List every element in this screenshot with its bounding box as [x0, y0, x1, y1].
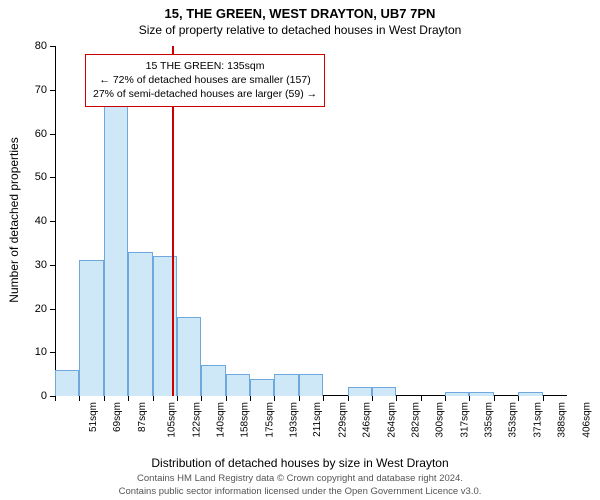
chart-plot-area: 0102030405060708051sqm69sqm87sqm105sqm12… [55, 46, 567, 396]
x-tick-label: 388sqm [557, 402, 568, 438]
x-tick-label: 353sqm [508, 402, 519, 438]
x-tick-label: 69sqm [112, 402, 123, 432]
histogram-bar [299, 374, 323, 396]
x-tick-label: 51sqm [88, 402, 99, 432]
histogram-bar [348, 387, 372, 396]
y-tick-label: 20 [35, 303, 47, 315]
histogram-bar [104, 103, 128, 396]
y-axis-title: Number of detached properties [7, 137, 21, 302]
x-tick [372, 396, 373, 401]
x-tick [543, 396, 544, 401]
x-tick [469, 396, 470, 401]
histogram-bar [226, 374, 250, 396]
annotation-line-3: 27% of semi-detached houses are larger (… [93, 87, 317, 101]
footer-attribution: Contains HM Land Registry data © Crown c… [0, 473, 600, 498]
histogram-bar [177, 317, 201, 396]
x-tick [104, 396, 105, 401]
x-tick [421, 396, 422, 401]
histogram-bar [372, 387, 396, 396]
x-tick-label: 122sqm [191, 402, 202, 438]
x-tick [250, 396, 251, 401]
y-tick [50, 46, 55, 47]
x-tick [55, 396, 56, 401]
x-tick-label: 193sqm [289, 402, 300, 438]
x-tick-label: 264sqm [386, 402, 397, 438]
y-tick [50, 265, 55, 266]
y-tick [50, 309, 55, 310]
x-tick [79, 396, 80, 401]
x-tick [153, 396, 154, 401]
histogram-bar [274, 374, 298, 396]
histogram-bar [201, 365, 225, 396]
x-tick-label: 406sqm [581, 402, 592, 438]
y-tick-label: 10 [35, 346, 47, 358]
x-tick-label: 140sqm [215, 402, 226, 438]
x-tick [177, 396, 178, 401]
x-tick [518, 396, 519, 401]
x-tick-label: 175sqm [264, 402, 275, 438]
y-tick [50, 352, 55, 353]
x-tick-label: 300sqm [435, 402, 446, 438]
x-tick [323, 396, 324, 401]
y-tick [50, 134, 55, 135]
y-tick [50, 177, 55, 178]
y-tick [50, 221, 55, 222]
footer-line-1: Contains HM Land Registry data © Crown c… [0, 473, 600, 485]
x-tick-label: 158sqm [240, 402, 251, 438]
histogram-bar [445, 392, 469, 396]
x-tick-label: 282sqm [411, 402, 422, 438]
x-tick-label: 211sqm [312, 402, 323, 437]
y-tick-label: 60 [35, 128, 47, 140]
x-tick-label: 246sqm [362, 402, 373, 438]
x-axis-title: Distribution of detached houses by size … [0, 456, 600, 470]
x-tick-label: 335sqm [484, 402, 495, 438]
x-tick [494, 396, 495, 401]
title-main: 15, THE GREEN, WEST DRAYTON, UB7 7PN [0, 6, 600, 21]
x-tick [226, 396, 227, 401]
histogram-bar [518, 392, 542, 396]
x-tick-label: 105sqm [167, 402, 178, 438]
annotation-box: 15 THE GREEN: 135sqm← 72% of detached ho… [85, 54, 325, 107]
y-tick [50, 90, 55, 91]
x-tick [201, 396, 202, 401]
y-tick-label: 30 [35, 259, 47, 271]
x-tick [299, 396, 300, 401]
annotation-line-2: ← 72% of detached houses are smaller (15… [93, 73, 317, 87]
histogram-bar [250, 379, 274, 397]
y-tick-label: 0 [41, 390, 47, 402]
histogram-bar [79, 260, 103, 396]
footer-line-2: Contains public sector information licen… [0, 486, 600, 498]
y-tick-label: 80 [35, 40, 47, 52]
histogram-bar [55, 370, 79, 396]
y-tick-label: 70 [35, 84, 47, 96]
title-sub: Size of property relative to detached ho… [0, 23, 600, 37]
x-tick [128, 396, 129, 401]
x-tick-label: 317sqm [459, 402, 470, 438]
x-tick-label: 229sqm [337, 402, 348, 438]
histogram-bar [469, 392, 493, 396]
x-tick [348, 396, 349, 401]
x-tick [445, 396, 446, 401]
x-tick [396, 396, 397, 401]
x-tick [274, 396, 275, 401]
x-tick-label: 87sqm [137, 402, 148, 432]
y-tick-label: 50 [35, 171, 47, 183]
histogram-bar [128, 252, 152, 396]
annotation-line-1: 15 THE GREEN: 135sqm [93, 59, 317, 73]
y-axis-line [55, 46, 56, 396]
x-tick-label: 371sqm [532, 402, 543, 438]
y-tick-label: 40 [35, 215, 47, 227]
